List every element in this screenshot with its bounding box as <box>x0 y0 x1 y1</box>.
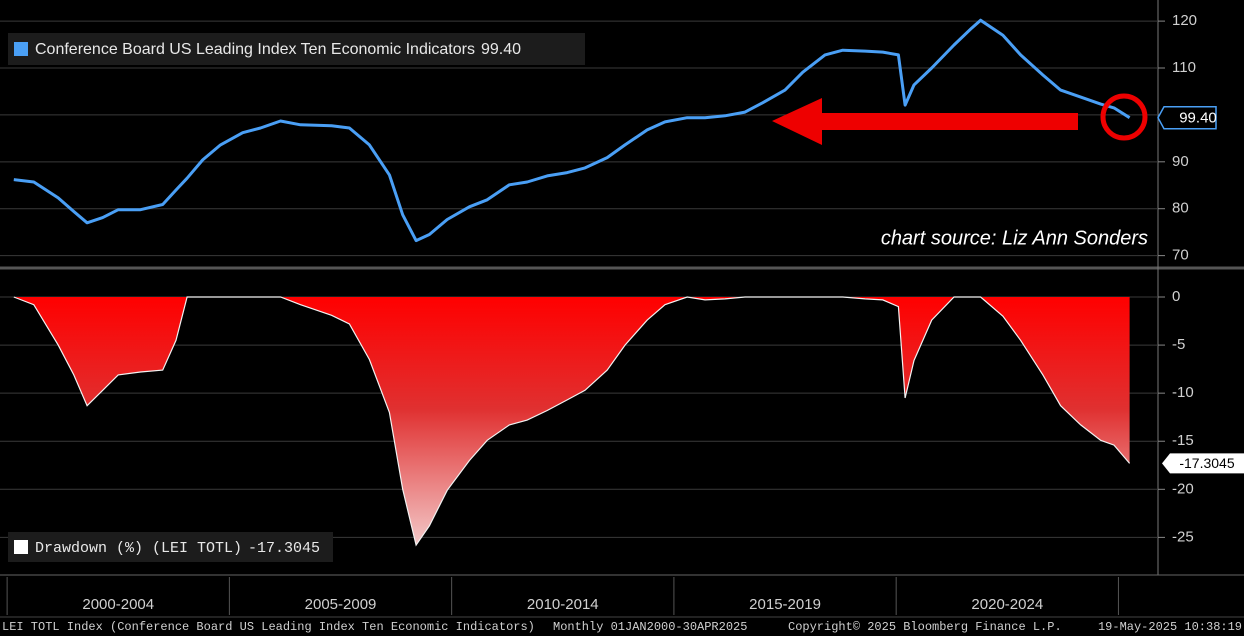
x-tick-label: 2015-2019 <box>749 596 821 613</box>
legend-entry: Drawdown (%) (LEI TOTL) -17.3045 <box>35 540 320 557</box>
value-badge-label: -17.3045 <box>1179 455 1234 471</box>
annotation: chart source: Liz Ann Sonders <box>881 227 1148 249</box>
value-badge-label: 99.40 <box>1179 110 1217 127</box>
legend-swatch <box>14 42 28 56</box>
footer-index: LEI TOTL Index (Conference Board US Lead… <box>2 620 535 634</box>
y-tick-label: -15 <box>1172 432 1194 449</box>
x-tick-label: 2020-2024 <box>971 596 1043 613</box>
x-tick-label: 2000-2004 <box>82 596 154 613</box>
y-tick-label: -25 <box>1172 528 1194 545</box>
y-tick-label: -20 <box>1172 480 1194 497</box>
x-tick-label: 2010-2014 <box>527 596 599 613</box>
legend-label: Drawdown (%) (LEI TOTL) <box>35 540 242 557</box>
plot-layer: 7080901001101200-5-10-15-20-252000-20042… <box>0 12 1197 615</box>
area-outline <box>13 296 1131 547</box>
y-tick-label: 70 <box>1172 247 1189 264</box>
y-tick-label: 110 <box>1172 59 1196 76</box>
legend-swatch <box>14 540 28 554</box>
value-badge <box>1162 453 1244 474</box>
callout-arrow <box>772 98 1078 145</box>
line-series <box>13 18 1131 243</box>
legend-box <box>8 33 585 65</box>
y-tick-label: 80 <box>1172 200 1189 217</box>
y-tick-label: 120 <box>1172 12 1197 29</box>
footer-timestamp: 19-May-2025 10:38:19 <box>1098 620 1242 634</box>
y-tick-label: 0 <box>1172 288 1180 305</box>
footer-copyright: Copyright© 2025 Bloomberg Finance L.P. <box>788 620 1062 634</box>
legend-entry: Conference Board US Leading Index Ten Ec… <box>35 41 521 58</box>
x-tick-label: 2005-2009 <box>305 596 377 613</box>
callout-circle <box>1100 93 1148 141</box>
area-series <box>13 297 1130 546</box>
footer-range: Monthly 01JAN2000-30APR2025 <box>553 620 747 634</box>
value-badge <box>1157 105 1217 130</box>
y-tick-label: -10 <box>1172 384 1194 401</box>
y-tick-label: 90 <box>1172 153 1189 170</box>
legend-value: -17.3045 <box>248 540 320 557</box>
y-tick-label: -5 <box>1172 336 1185 353</box>
legend-label: Conference Board US Leading Index Ten Ec… <box>35 41 475 58</box>
legend-value: 99.40 <box>481 41 521 58</box>
legend-box <box>8 532 333 562</box>
